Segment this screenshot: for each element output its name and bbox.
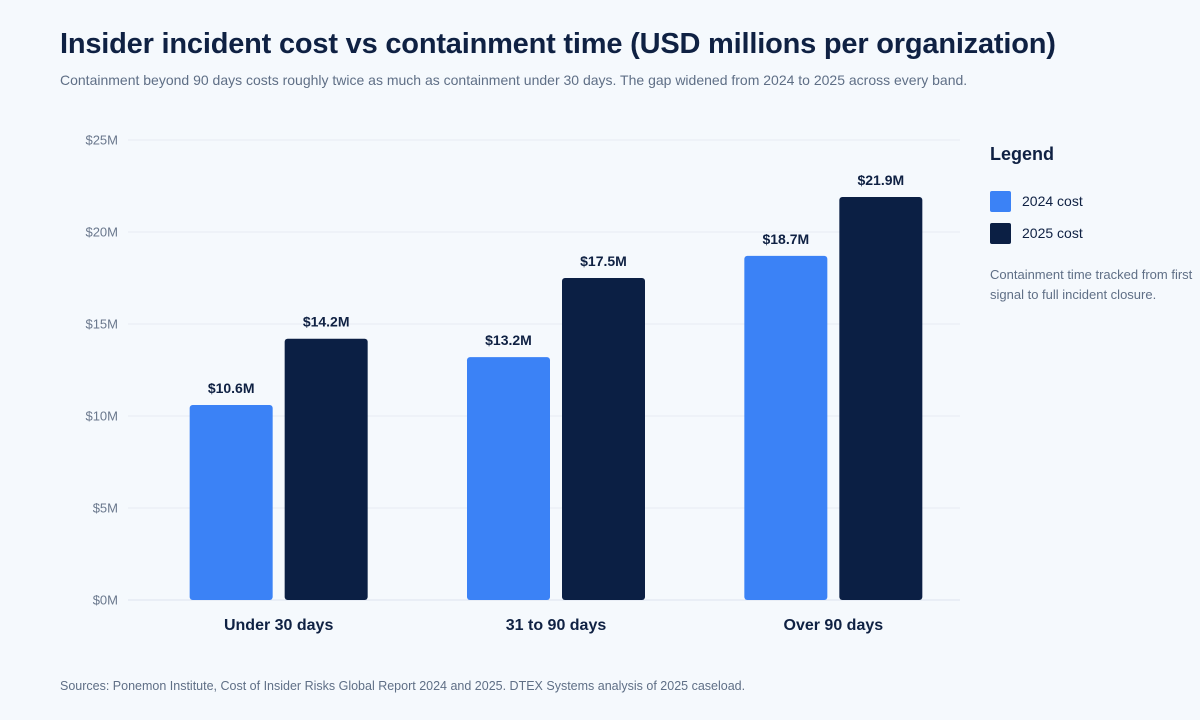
bar-value-label: $13.2M xyxy=(485,332,532,348)
bar xyxy=(839,197,923,601)
y-tick-label: $25M xyxy=(85,133,118,148)
legend-label-2025: 2025 cost xyxy=(1022,225,1083,241)
chart-title: Insider incident cost vs containment tim… xyxy=(60,28,1056,60)
x-category-label: Under 30 days xyxy=(224,617,333,634)
legend: Legend 2024 cost 2025 cost Containment t… xyxy=(990,144,1195,305)
bar xyxy=(284,338,368,600)
bar-chart: $0M $5M $10M $15M $20M $25M $10.6M $14.2M Under … xyxy=(85,133,960,634)
chart-subtitle: Containment beyond 90 days costs roughly… xyxy=(60,72,968,88)
y-tick-label: $5M xyxy=(93,501,118,516)
y-tick-label: $20M xyxy=(85,225,118,240)
bar-value-label: $18.7M xyxy=(762,231,809,247)
bar-value-label: $14.2M xyxy=(303,314,350,330)
y-tick-label: $15M xyxy=(85,317,118,332)
y-tick-label: $0M xyxy=(93,593,118,608)
bar xyxy=(467,357,550,600)
x-category-label: 31 to 90 days xyxy=(506,617,607,634)
bar-value-label: $10.6M xyxy=(208,380,255,396)
legend-item-2025: 2025 cost xyxy=(990,217,1195,249)
legend-item-2024: 2024 cost xyxy=(990,185,1195,217)
legend-note: Containment time tracked from first sign… xyxy=(990,267,1193,302)
legend-label-2024: 2024 cost xyxy=(1022,193,1083,209)
source-note: Sources: Ponemon Institute, Cost of Insi… xyxy=(60,679,746,693)
bar-value-label: $17.5M xyxy=(580,253,627,269)
bar xyxy=(562,278,645,600)
bar xyxy=(189,404,273,600)
bar-value-label: $21.9M xyxy=(857,172,904,188)
legend-title: Legend xyxy=(990,144,1055,164)
legend-swatch-2024 xyxy=(990,190,1011,212)
bar xyxy=(744,255,828,601)
legend-swatch-2025 xyxy=(990,222,1011,244)
x-category-label: Over 90 days xyxy=(784,617,884,634)
y-tick-label: $10M xyxy=(85,409,118,424)
